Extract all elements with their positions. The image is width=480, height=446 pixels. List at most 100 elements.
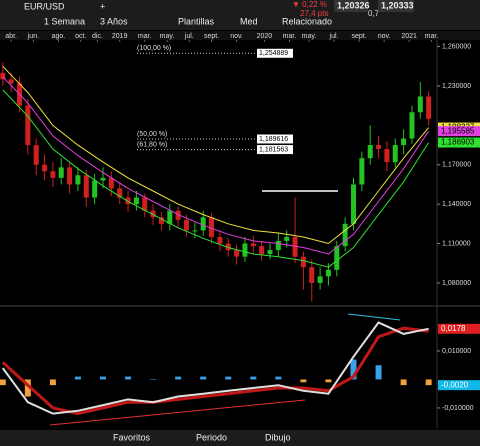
candle-body xyxy=(108,177,114,189)
time-axis xyxy=(0,31,480,40)
candle-body xyxy=(275,240,281,251)
trendline[interactable] xyxy=(347,313,401,321)
candle-body xyxy=(209,217,215,237)
moving-average xyxy=(2,76,430,255)
points: 27,4 pts xyxy=(300,9,328,18)
x-tick-label: dic. xyxy=(92,33,103,40)
candle-body xyxy=(58,167,64,178)
y-tick-label: 1,110000 xyxy=(442,240,471,247)
macd-line xyxy=(1,326,429,416)
indicator-button[interactable]: Med xyxy=(240,16,258,26)
price-label-box xyxy=(438,323,480,334)
x-tick-label: 2020 xyxy=(257,33,273,40)
y-tick-label: 1,230000 xyxy=(442,83,471,90)
candle-body xyxy=(33,145,39,165)
x-tick-label: nov. xyxy=(230,33,243,40)
price-label-box xyxy=(438,137,480,148)
y-tick-label: -0,010000 xyxy=(442,405,474,412)
price-label: 1,195585 xyxy=(441,126,475,135)
x-tick-label: mar. xyxy=(283,33,297,40)
histogram-bar xyxy=(325,379,332,383)
favorites-button[interactable]: Favoritos xyxy=(113,432,151,442)
candle-body xyxy=(225,243,231,251)
histogram-bar xyxy=(425,379,432,386)
histogram-bar xyxy=(250,376,257,380)
candle-body xyxy=(217,236,223,244)
histogram-bar xyxy=(99,376,106,380)
period-button[interactable]: 1 Semana xyxy=(44,16,85,26)
x-tick-label: 2021 xyxy=(401,33,417,40)
histogram-bar xyxy=(300,379,307,383)
candle-body xyxy=(392,145,398,163)
candle-body xyxy=(133,197,139,205)
fib-label: (50,00 %) xyxy=(137,131,167,138)
candle-body xyxy=(158,217,164,224)
fib-value-box xyxy=(257,134,293,144)
range-button[interactable]: 3 Años xyxy=(100,16,128,26)
ask: 1,20333 xyxy=(381,0,414,10)
histogram-bar xyxy=(24,379,31,397)
change: ▼ 0,22 % xyxy=(292,0,327,9)
histogram-bar xyxy=(225,376,232,380)
ask-box[interactable] xyxy=(378,0,414,12)
footer xyxy=(0,430,480,446)
fib-value: 1,181563 xyxy=(259,146,288,153)
price-label-box xyxy=(438,380,480,391)
x-tick-label: jul. xyxy=(329,33,339,40)
x-tick-label: oct. xyxy=(75,33,86,40)
candle-body xyxy=(42,164,48,172)
fib-value: 1,254889 xyxy=(259,50,288,57)
y-tick-label: 1,260000 xyxy=(442,43,471,50)
add-button[interactable]: + xyxy=(100,1,105,11)
x-tick-label: jun. xyxy=(27,33,39,40)
related-button[interactable]: Relacionado xyxy=(282,16,332,26)
symbol[interactable]: EUR/USD xyxy=(24,1,65,11)
x-tick-label: abr. xyxy=(5,33,17,40)
candle-body xyxy=(376,145,382,149)
candle-body xyxy=(259,246,265,255)
y-tick-label: 0,010000 xyxy=(442,348,471,355)
histogram-bar xyxy=(400,379,407,386)
candle-body xyxy=(100,177,106,181)
x-tick-label: may. xyxy=(160,33,175,40)
templates-button[interactable]: Plantillas xyxy=(178,16,215,26)
moving-average xyxy=(2,89,430,268)
histogram-bar xyxy=(200,376,207,380)
candle-body xyxy=(8,79,14,84)
candle-body xyxy=(417,96,423,113)
candle-body xyxy=(67,167,73,185)
histogram-bar xyxy=(350,359,357,380)
bid-box[interactable] xyxy=(334,0,368,12)
candle-body xyxy=(92,180,98,198)
x-tick-label: nov. xyxy=(378,33,391,40)
candle-body xyxy=(242,243,248,257)
candle-body xyxy=(167,210,173,224)
candle-body xyxy=(284,236,290,241)
candle-body xyxy=(175,210,181,220)
candle-body xyxy=(150,210,156,218)
candle-body xyxy=(334,246,340,270)
candle-body xyxy=(317,276,323,283)
drawing-menu[interactable]: Dibujo xyxy=(265,432,291,442)
candle-body xyxy=(367,145,373,159)
candle-body xyxy=(359,158,365,185)
candle-body xyxy=(125,197,131,205)
candle-body xyxy=(234,250,240,257)
fib-label: (100,00 %) xyxy=(137,45,171,52)
candle-body xyxy=(426,96,432,119)
x-tick-label: may. xyxy=(302,33,317,40)
x-tick-label: mar. xyxy=(138,33,152,40)
candle-body xyxy=(25,105,31,146)
y-tick-label: 1,080000 xyxy=(442,280,471,287)
histogram-bar xyxy=(275,376,282,380)
candle-body xyxy=(401,138,407,146)
candle-body xyxy=(117,188,123,198)
candle-body xyxy=(309,267,315,283)
trendline[interactable] xyxy=(49,399,306,426)
fib-value: 1,189616 xyxy=(259,136,288,143)
price-label: 1,186903 xyxy=(441,138,475,147)
candle-body xyxy=(0,72,6,80)
period-menu[interactable]: Periodo xyxy=(196,432,227,442)
candle-body xyxy=(75,175,81,185)
